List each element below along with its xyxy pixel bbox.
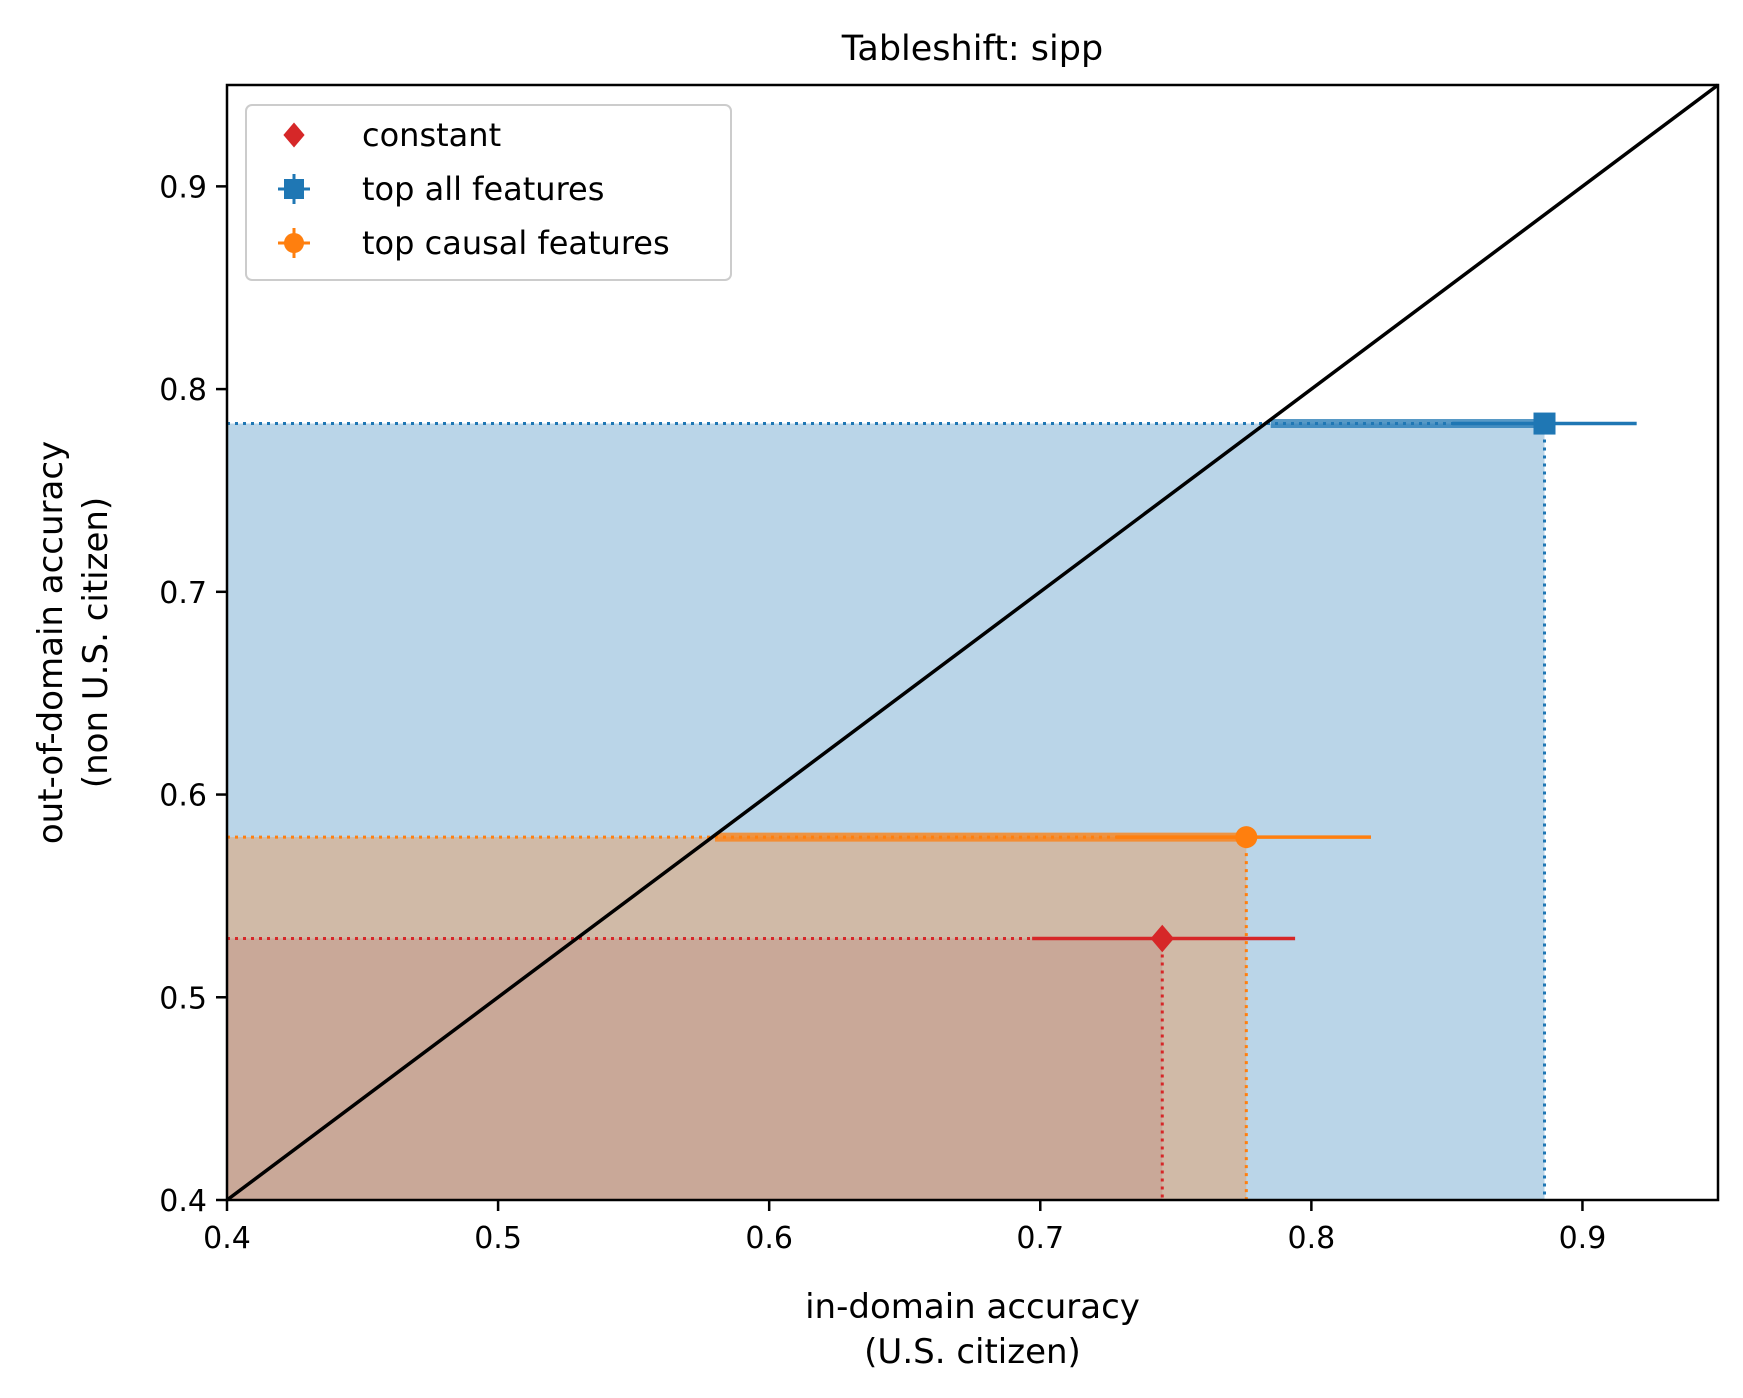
x-tick-label: 0.4 bbox=[203, 1221, 251, 1256]
y-tick-label: 0.5 bbox=[159, 981, 207, 1016]
fill-region-constant bbox=[227, 938, 1163, 1200]
marker-top-all-features bbox=[1533, 412, 1556, 435]
y-axis-ticks: 0.4 0.5 0.6 0.7 0.8 0.9 bbox=[159, 170, 227, 1219]
plot-frame bbox=[225, 83, 1720, 1202]
marker-top-causal-features bbox=[1235, 826, 1258, 849]
y-tick-label: 0.8 bbox=[159, 373, 207, 408]
chart-title: Tableshift: sipp bbox=[841, 29, 1103, 69]
x-tick-label: 0.6 bbox=[745, 1221, 793, 1256]
x-tick-label: 0.7 bbox=[1016, 1221, 1064, 1256]
y-axis-label-line1: out-of-domain accuracy bbox=[31, 441, 71, 844]
diagonal-group bbox=[225, 83, 1720, 1202]
legend-label-top-causal-features: top causal features bbox=[362, 224, 670, 262]
y-axis-label-line2: (non U.S. citizen) bbox=[76, 497, 116, 788]
y-tick-label: 0.4 bbox=[159, 1184, 207, 1219]
x-axis-label-line1: in-domain accuracy bbox=[805, 1287, 1140, 1327]
x-tick-label: 0.8 bbox=[1288, 1221, 1336, 1256]
legend-box bbox=[245, 104, 732, 281]
legend-marker-top-causal-features bbox=[284, 233, 304, 253]
region-fills bbox=[227, 423, 1545, 1200]
x-axis-ticks: 0.4 0.5 0.6 0.7 0.8 0.9 bbox=[203, 1200, 1606, 1256]
x-tick-label: 0.5 bbox=[474, 1221, 522, 1256]
y-tick-label: 0.9 bbox=[159, 170, 207, 205]
markers bbox=[1150, 412, 1556, 953]
marker-constant bbox=[1150, 924, 1174, 953]
diagonal-line bbox=[225, 83, 1720, 1202]
x-tick-label: 0.9 bbox=[1559, 1221, 1607, 1256]
x-axis-label-line2: (U.S. citizen) bbox=[864, 1332, 1081, 1372]
legend-label-constant: constant bbox=[362, 116, 501, 154]
y-tick-label: 0.7 bbox=[159, 576, 207, 611]
y-tick-label: 0.6 bbox=[159, 779, 207, 814]
legend-marker-top-all-features bbox=[284, 179, 304, 199]
legend: constant top all features top causal featu… bbox=[245, 104, 732, 281]
legend-label-top-all-features: top all features bbox=[362, 170, 604, 208]
legend-marker-constant bbox=[283, 122, 305, 148]
